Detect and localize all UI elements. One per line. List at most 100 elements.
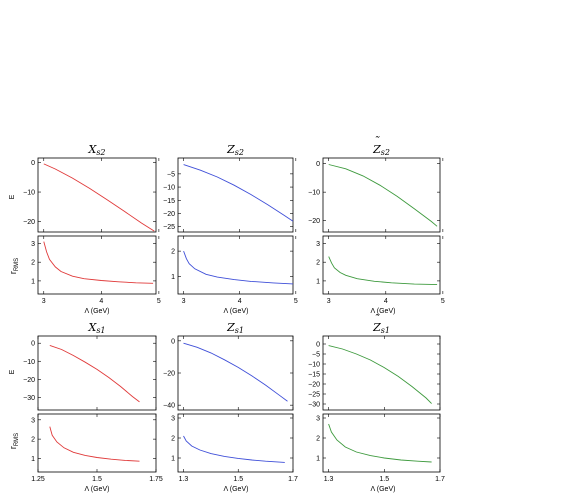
y-tick-label: −20	[23, 377, 35, 384]
x-label-bottom-left: Λ (GeV)	[85, 486, 110, 493]
y-tick-label: 1	[316, 278, 320, 285]
series-line	[183, 435, 285, 463]
tilde-mark: ˜	[374, 135, 380, 148]
y-tick-label: 0	[31, 160, 35, 167]
x-tick-label: 1.3	[324, 476, 334, 483]
series-line	[328, 256, 438, 286]
y-tick-label: 3	[31, 417, 35, 424]
y-tick-label: −5	[167, 171, 175, 178]
svg-text:rRMS: rRMS	[8, 258, 20, 274]
y-tick-label: 2	[171, 249, 175, 256]
panel-Xs1-r: 1 2 3 1.25 1.5 1.75	[31, 413, 163, 483]
y-tick-label: 1	[31, 278, 35, 285]
panel-Zs1-r: 1 2 3 1.3 1.5 1.7	[171, 413, 298, 483]
panel-title: Xs1	[87, 321, 105, 335]
y-tick-label: 1	[171, 456, 175, 463]
y-tick-label: 0	[171, 338, 175, 345]
y-tick-label: 0	[316, 342, 320, 349]
tilde-mark: ˜	[374, 313, 380, 326]
x-tick-label: 5	[157, 298, 161, 305]
panel-Zs2-r: 1 2 3 4 5	[171, 235, 298, 305]
y-tick-label: 2	[316, 260, 320, 267]
y-tick-label: 2	[316, 436, 320, 443]
y-label-rms-bottom: rRMS	[8, 433, 20, 449]
y-tick-label: 0	[316, 161, 320, 168]
x-tick-label: 4	[99, 298, 103, 305]
y-tick-label: 0	[31, 341, 35, 348]
panel-frame	[322, 235, 441, 295]
series-line	[43, 163, 155, 232]
x-tick-label: 1.5	[92, 476, 102, 483]
panel-frame	[177, 157, 294, 233]
series-line	[328, 164, 438, 227]
series-line	[183, 164, 294, 222]
y-tick-label: 3	[171, 416, 175, 423]
svg-text:rRMS: rRMS	[8, 433, 20, 449]
panels: 0 −10 −20 Xs2 1 2 3 3 4 5 −5 −10 −15 −20 −25 Zs2 1 2 3 4 5 0 −…	[23, 135, 445, 483]
panel-title: Zs2	[226, 143, 244, 157]
panel-frame	[177, 235, 294, 295]
x-label-bottom-mid: Λ (GeV)	[224, 486, 249, 493]
panel-frame	[322, 335, 441, 411]
x-tick-label: 4	[238, 298, 242, 305]
rms-sub: RMS	[14, 433, 20, 446]
panel-frame	[37, 235, 157, 295]
panel-frame	[37, 157, 157, 233]
y-tick-label: −20	[308, 218, 320, 225]
x-label-top-left: Λ (GeV)	[85, 308, 110, 315]
rms-main: r	[8, 271, 18, 274]
y-tick-label: −20	[23, 219, 35, 226]
x-tick-label: 1.75	[149, 476, 163, 483]
y-tick-label: 1	[171, 274, 175, 281]
x-tick-label: 4	[384, 298, 388, 305]
series-line	[49, 426, 140, 462]
panel-Zts1-E: 0 −5 −10 −15 −20 −25 −30 Zs1˜	[308, 313, 441, 411]
panel-frame	[177, 413, 294, 473]
panel-Zts2-r: 1 2 3 3 4 5	[316, 235, 445, 305]
panel-title: Zs2	[372, 143, 390, 157]
series-line	[328, 345, 432, 404]
panel-Xs2-r: 1 2 3 3 4 5	[31, 235, 161, 305]
y-tick-label: −10	[308, 190, 320, 197]
y-tick-label: −40	[163, 403, 175, 410]
panel-Xs2-E: 0 −10 −20 Xs2	[23, 143, 160, 233]
y-tick-label: −10	[23, 359, 35, 366]
panel-title: Xs2	[87, 143, 105, 157]
y-tick-label: −30	[308, 402, 320, 409]
y-tick-label: −10	[163, 185, 175, 192]
panel-frame	[322, 157, 441, 233]
x-tick-label: 1.25	[31, 476, 45, 483]
y-tick-label: 1	[316, 456, 320, 463]
series-line	[43, 241, 154, 284]
rms-main: r	[8, 446, 18, 449]
y-tick-label: −20	[163, 371, 175, 378]
panel-title: Zs1	[226, 321, 244, 335]
series-line	[183, 250, 294, 285]
x-tick-label: 3	[42, 298, 46, 305]
y-tick-label: −15	[308, 372, 320, 379]
series-line	[328, 423, 432, 463]
y-tick-label: −25	[308, 392, 320, 399]
y-tick-label: −25	[163, 224, 175, 231]
y-label-energy-bottom: E	[9, 369, 16, 374]
y-tick-label: −20	[308, 382, 320, 389]
y-tick-label: −15	[163, 198, 175, 205]
y-tick-label: 2	[31, 437, 35, 444]
x-tick-label: 1.5	[233, 476, 243, 483]
series-line	[49, 344, 140, 403]
y-tick-label: −30	[23, 395, 35, 402]
y-tick-label: −5	[312, 352, 320, 359]
y-tick-label: 2	[171, 436, 175, 443]
panel-Xs1-E: 0 −10 −20 −30 Xs1	[23, 321, 157, 411]
panel-Zs1-E: 0 −20 −40 Zs1	[163, 321, 294, 411]
panel-frame	[322, 413, 441, 473]
x-tick-label: 1.5	[379, 476, 389, 483]
y-tick-label: −10	[308, 362, 320, 369]
panel-title: Zs1	[372, 321, 390, 335]
series-line	[183, 342, 288, 402]
x-tick-label: 5	[294, 298, 298, 305]
y-tick-label: 3	[316, 241, 320, 248]
y-tick-label: 3	[316, 416, 320, 423]
panel-Zs2-E: −5 −10 −15 −20 −25 Zs2	[163, 143, 297, 233]
